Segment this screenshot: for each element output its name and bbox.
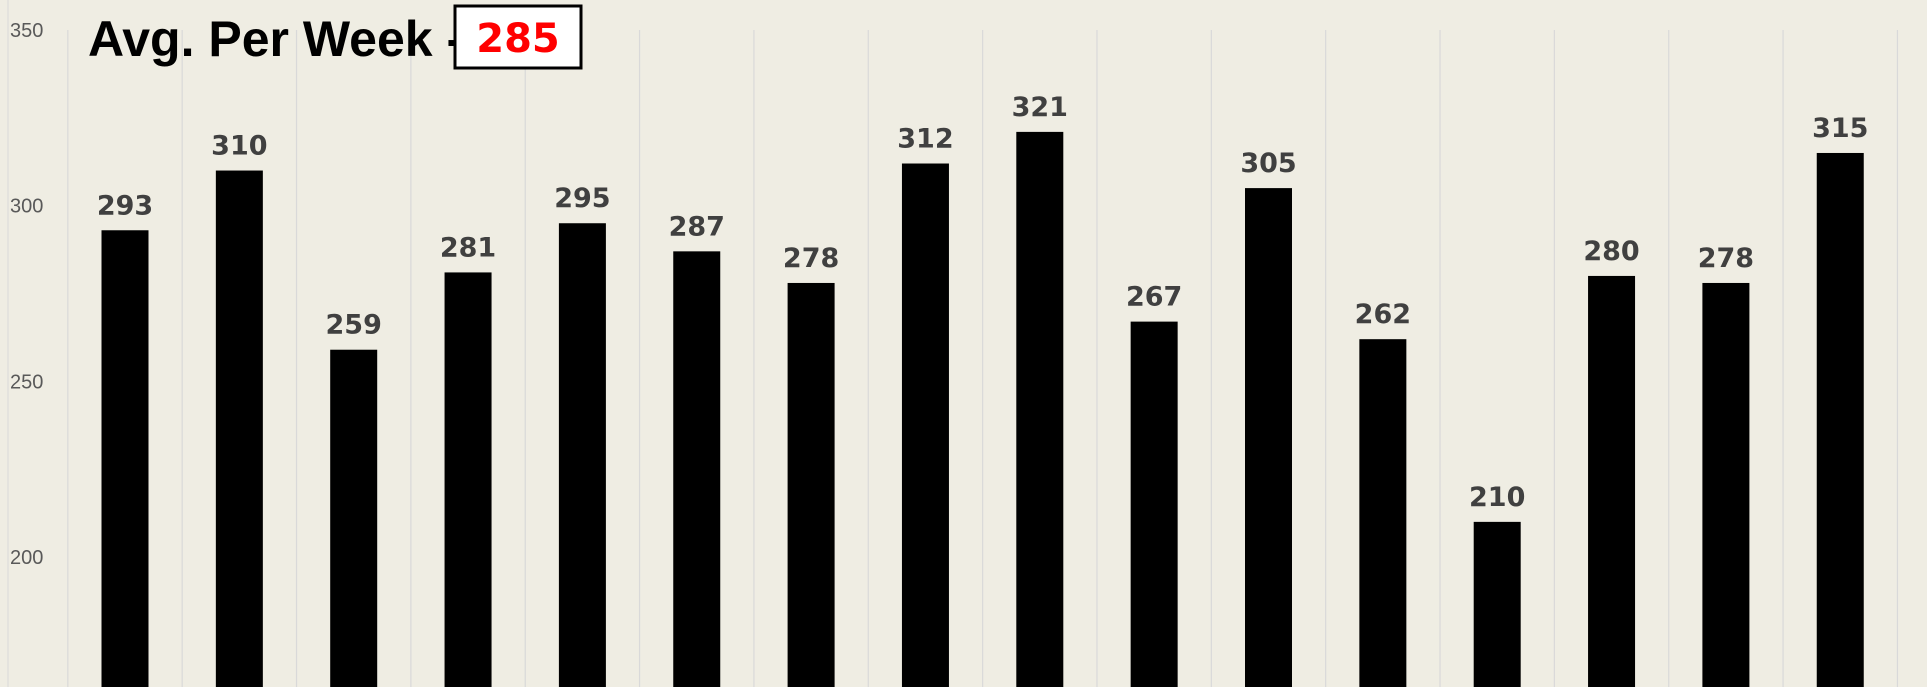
bar [901,163,949,687]
bar [1473,521,1521,687]
y-tick-label: 250 [10,371,43,393]
data-label: 293 [97,190,153,221]
data-label: 287 [669,211,725,242]
data-label: 305 [1240,148,1296,179]
data-label: 295 [554,183,610,214]
bar [1359,339,1407,687]
data-label: 259 [326,310,382,341]
bar [787,282,835,687]
title-label: Avg. Per Week - [88,11,463,67]
data-label: 315 [1812,113,1868,144]
bar [1816,152,1864,687]
data-label: 278 [783,243,839,274]
bar [1588,275,1636,687]
chart-title: Avg. Per Week - 285 [88,4,583,70]
data-label: 278 [1698,243,1754,274]
bar [1702,282,1750,687]
y-tick-label: 350 [10,20,43,42]
data-label: 321 [1012,92,1068,123]
average-box [453,4,583,70]
data-label: 310 [211,131,267,162]
average-value: 285 [476,16,560,62]
data-labels: 293 310 259 281 295 287 278 312 321 267 305 262 210 2… [97,92,1869,513]
y-tick-label: 300 [10,196,43,218]
bar [1130,321,1178,687]
bar [1245,188,1292,687]
data-label: 267 [1126,282,1182,313]
y-axis: 200 250 300 350 [10,20,43,569]
bar [444,272,492,687]
data-label: 280 [1583,236,1639,267]
bar [215,170,263,687]
data-label: 262 [1355,299,1411,330]
data-label: 312 [897,124,953,155]
bars [101,131,1864,687]
vertical-gridlines [67,30,1899,687]
bar [673,251,721,687]
bar [558,223,606,687]
bar [101,230,149,687]
bar [1016,131,1064,687]
bar [330,349,378,687]
data-label: 210 [1469,482,1525,513]
data-label: 281 [440,232,496,263]
y-tick-label: 200 [10,547,43,569]
